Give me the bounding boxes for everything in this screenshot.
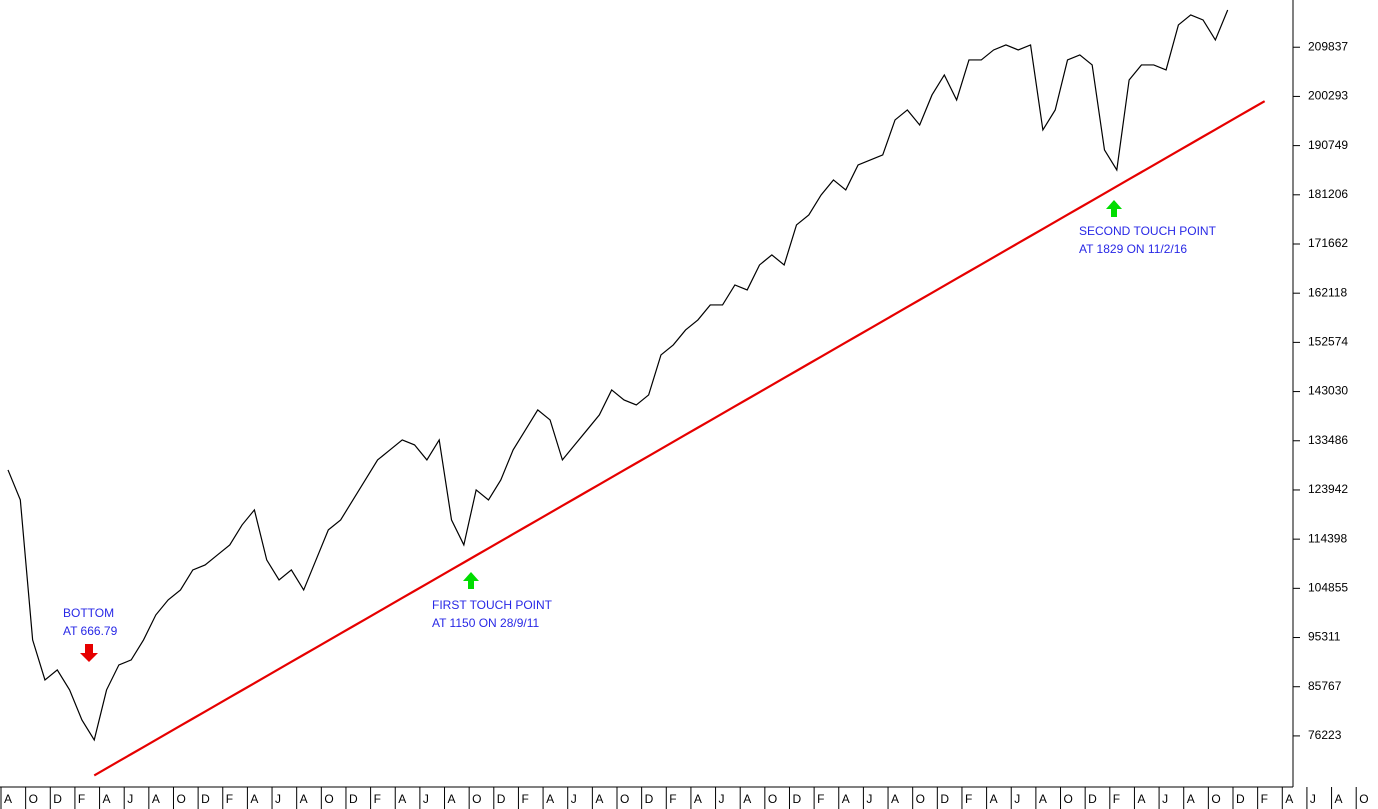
x-tick-label: F bbox=[817, 792, 824, 806]
x-tick-label: J bbox=[1014, 792, 1020, 806]
x-tick-label: A bbox=[300, 792, 308, 806]
x-tick-label: A bbox=[595, 792, 603, 806]
arrow bbox=[1106, 200, 1122, 217]
x-tick-label: A bbox=[250, 792, 258, 806]
price-line bbox=[7, 9, 1229, 742]
y-tick-label: 181206 bbox=[1308, 187, 1348, 201]
x-tick-label: F bbox=[965, 792, 972, 806]
y-tick-label: 123942 bbox=[1308, 482, 1348, 496]
y-tick-label: 95311 bbox=[1308, 630, 1341, 644]
x-tick-label: O bbox=[1359, 792, 1368, 806]
x-tick-label: D bbox=[1236, 792, 1245, 806]
annotation: FIRST TOUCH POINT bbox=[432, 598, 553, 612]
x-tick-label: A bbox=[743, 792, 751, 806]
y-tick-label: 200293 bbox=[1308, 89, 1348, 103]
y-tick-label: 76223 bbox=[1308, 728, 1342, 742]
y-tick-label: 171662 bbox=[1308, 236, 1348, 250]
x-tick-label: O bbox=[1211, 792, 1220, 806]
x-tick-label: F bbox=[374, 792, 381, 806]
y-tick-label: 104855 bbox=[1308, 581, 1348, 595]
arrow bbox=[80, 644, 98, 662]
y-tick-label: 85767 bbox=[1308, 679, 1342, 693]
x-tick-label: O bbox=[324, 792, 333, 806]
x-tick-label: O bbox=[768, 792, 777, 806]
y-tick-label: 114398 bbox=[1308, 531, 1347, 545]
annotation: AT 1150 ON 28/9/11 bbox=[432, 616, 540, 630]
x-tick-label: A bbox=[152, 792, 160, 806]
x-tick-label: J bbox=[719, 792, 725, 806]
x-tick-label: A bbox=[842, 792, 850, 806]
x-tick-label: F bbox=[226, 792, 233, 806]
x-tick-label: O bbox=[620, 792, 629, 806]
x-tick-label: A bbox=[1137, 792, 1145, 806]
y-tick-label: 133486 bbox=[1308, 433, 1348, 447]
x-tick-label: D bbox=[940, 792, 949, 806]
x-tick-label: J bbox=[423, 792, 429, 806]
x-tick-label: A bbox=[1187, 792, 1195, 806]
arrow bbox=[463, 572, 479, 589]
trend-line bbox=[93, 100, 1266, 777]
x-tick-label: J bbox=[275, 792, 281, 806]
annotation: AT 1829 ON 11/2/16 bbox=[1079, 242, 1187, 256]
annotation: AT 666.79 bbox=[63, 624, 118, 638]
x-tick-label: A bbox=[1285, 792, 1293, 806]
x-tick-label: A bbox=[891, 792, 899, 806]
x-tick-label: F bbox=[78, 792, 85, 806]
x-tick-label: D bbox=[53, 792, 62, 806]
y-tick-label: 152574 bbox=[1308, 335, 1348, 349]
x-tick-label: J bbox=[1162, 792, 1168, 806]
x-tick-label: D bbox=[1088, 792, 1097, 806]
x-tick-label: J bbox=[127, 792, 133, 806]
x-tick-label: A bbox=[1335, 792, 1343, 806]
x-tick-label: A bbox=[4, 792, 12, 806]
annotation: SECOND TOUCH POINT bbox=[1079, 224, 1217, 238]
y-tick-label: 143030 bbox=[1308, 384, 1348, 398]
x-tick-label: A bbox=[546, 792, 554, 806]
x-tick-label: A bbox=[448, 792, 456, 806]
x-tick-label: F bbox=[1113, 792, 1120, 806]
y-tick-label: 162118 bbox=[1308, 285, 1347, 299]
x-tick-label: D bbox=[497, 792, 506, 806]
x-tick-label: A bbox=[103, 792, 111, 806]
x-tick-label: A bbox=[990, 792, 998, 806]
x-tick-label: J bbox=[866, 792, 872, 806]
x-tick-label: D bbox=[792, 792, 801, 806]
annotation: BOTTOM bbox=[63, 606, 114, 620]
x-tick-label: D bbox=[349, 792, 358, 806]
x-tick-label: F bbox=[521, 792, 528, 806]
x-tick-label: O bbox=[472, 792, 481, 806]
y-tick-label: 209837 bbox=[1308, 39, 1348, 53]
x-tick-label: J bbox=[1310, 792, 1316, 806]
x-tick-label: A bbox=[398, 792, 406, 806]
x-tick-label: A bbox=[1039, 792, 1047, 806]
x-tick-label: O bbox=[1064, 792, 1073, 806]
x-tick-label: J bbox=[571, 792, 577, 806]
x-tick-label: D bbox=[201, 792, 210, 806]
x-tick-label: D bbox=[645, 792, 654, 806]
x-tick-label: A bbox=[694, 792, 702, 806]
x-tick-label: O bbox=[916, 792, 925, 806]
x-tick-label: O bbox=[176, 792, 185, 806]
y-tick-label: 190749 bbox=[1308, 138, 1348, 152]
x-tick-label: O bbox=[29, 792, 38, 806]
x-tick-label: F bbox=[1261, 792, 1268, 806]
x-tick-label: F bbox=[669, 792, 676, 806]
